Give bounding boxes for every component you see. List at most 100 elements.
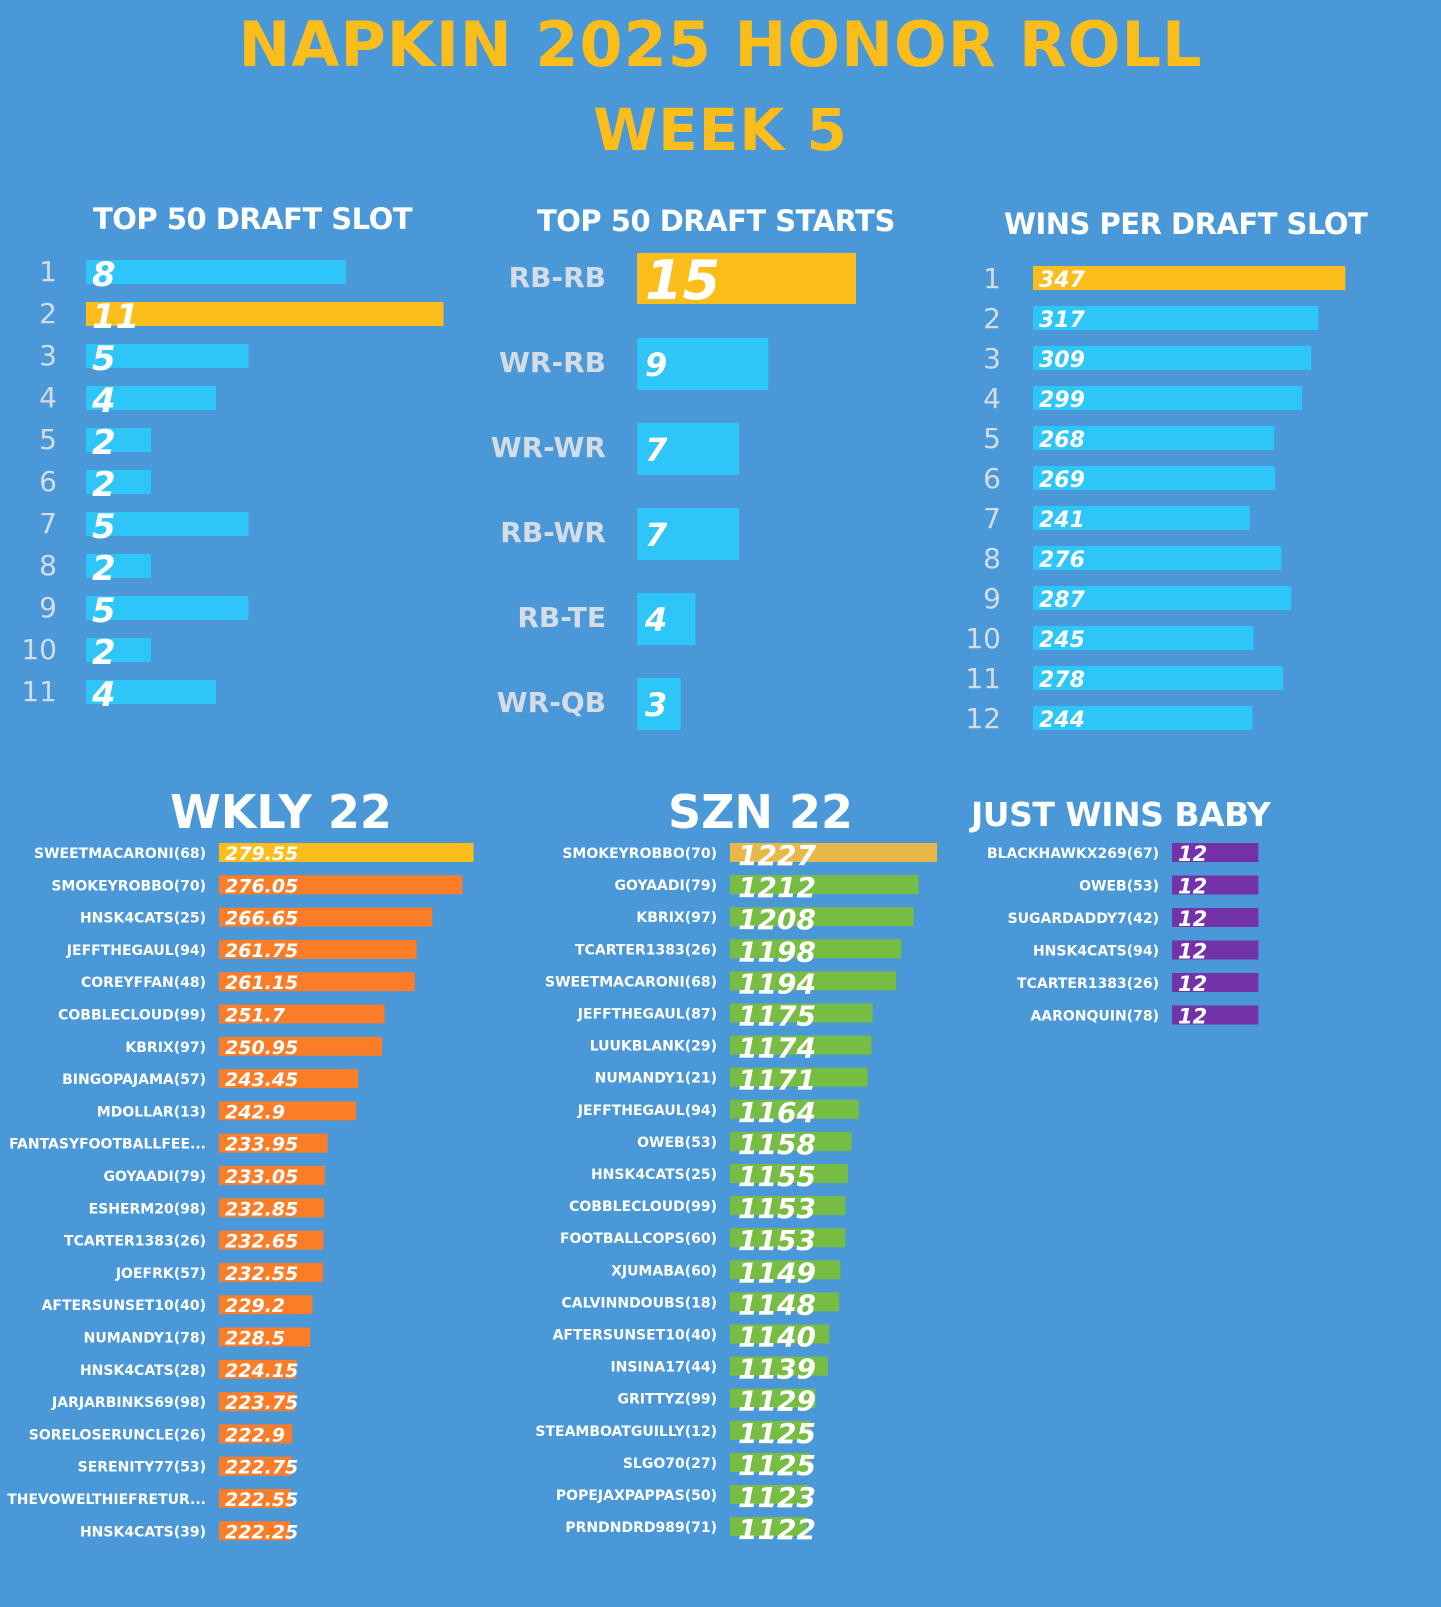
szn-score-value: 1194 bbox=[738, 967, 816, 1000]
wins-count-bar bbox=[1172, 940, 1259, 960]
draft-slot-label: 2 bbox=[39, 297, 57, 330]
szn-score-bar bbox=[730, 1067, 868, 1087]
wkly-score-bar bbox=[219, 1133, 328, 1153]
draft-starts-label: RB-RB bbox=[509, 261, 606, 294]
draft-slot-value: 2 bbox=[92, 423, 116, 463]
draft-starts-label: RB-TE bbox=[517, 601, 606, 634]
wins-slot-bar bbox=[1033, 666, 1284, 690]
szn-team-name: OWEB(53) bbox=[637, 1135, 717, 1151]
draft-slot-label: 9 bbox=[39, 591, 57, 624]
wkly-score-bar bbox=[219, 1424, 293, 1444]
draft-slot-value: 2 bbox=[92, 633, 116, 673]
szn-score-value: 1227 bbox=[738, 839, 816, 872]
szn-score-value: 1153 bbox=[738, 1224, 816, 1257]
wkly-score-value: 233.05 bbox=[225, 1166, 298, 1188]
szn-score-bar bbox=[730, 939, 902, 959]
szn-score-bar bbox=[730, 1099, 859, 1119]
wkly-team-name: SERENITY77(53) bbox=[78, 1460, 206, 1476]
draft-slot-bar bbox=[86, 344, 249, 368]
wins-count-value: 12 bbox=[1178, 1005, 1207, 1029]
wkly-score-bar bbox=[219, 1295, 313, 1315]
wkly-team-name: ESHERM20(98) bbox=[89, 1201, 206, 1217]
szn-score-bar bbox=[730, 1035, 872, 1055]
szn-team-name: STEAMBOATGUILLY(12) bbox=[535, 1424, 717, 1440]
wkly-score-value: 266.65 bbox=[225, 908, 298, 930]
szn-score-bar bbox=[730, 1260, 841, 1280]
wkly-score-value: 276.05 bbox=[225, 875, 298, 897]
wkly-team-name: NUMANDY1(78) bbox=[84, 1331, 206, 1347]
draft-starts-value: 7 bbox=[645, 431, 668, 469]
wkly-score-bar bbox=[219, 1036, 383, 1056]
wins-slot-label: 11 bbox=[965, 662, 1001, 695]
draft-starts-label: RB-WR bbox=[500, 516, 606, 549]
szn-score-value: 1148 bbox=[738, 1288, 816, 1321]
wins-slot-value: 309 bbox=[1039, 348, 1085, 373]
szn-team-name: SWEETMACARONI(68) bbox=[545, 974, 717, 990]
draft-slot-label: 10 bbox=[21, 633, 57, 666]
wkly-team-name: HNSK4CATS(25) bbox=[80, 911, 206, 927]
wkly-score-value: 223.75 bbox=[225, 1392, 298, 1414]
szn-team-name: COBBLECLOUD(99) bbox=[569, 1199, 717, 1215]
wins-slot-bar bbox=[1033, 386, 1303, 410]
wkly-score-value: 222.25 bbox=[225, 1521, 298, 1543]
szn-score-bar bbox=[730, 843, 938, 862]
wkly-score-bar bbox=[219, 1489, 292, 1508]
szn-score-bar bbox=[730, 1356, 828, 1376]
wins-slot-bar bbox=[1033, 626, 1254, 650]
draft-slot-bar bbox=[86, 512, 249, 536]
szn-team-name: AFTERSUNSET10(40) bbox=[553, 1328, 717, 1344]
wins-slot-bar bbox=[1033, 706, 1253, 730]
wins-slot-label: 5 bbox=[983, 422, 1001, 455]
wkly-team-name: BINGOPAJAMA(57) bbox=[62, 1072, 206, 1088]
draft-slot-value: 11 bbox=[92, 297, 139, 337]
draft-slot-value: 5 bbox=[92, 339, 116, 379]
szn-team-name: XJUMABA(60) bbox=[611, 1263, 717, 1279]
draft-slot-bar bbox=[86, 638, 151, 662]
szn-score-bar bbox=[730, 1164, 848, 1183]
szn-score-bar bbox=[730, 1452, 811, 1472]
szn-score-value: 1198 bbox=[738, 935, 816, 968]
wkly-score-bar bbox=[219, 1456, 292, 1476]
draft-starts-label: WR-QB bbox=[497, 686, 606, 719]
wins-slot-label: 10 bbox=[965, 622, 1001, 655]
draft-slot-label: 5 bbox=[39, 423, 57, 456]
wkly-score-value: 232.65 bbox=[225, 1231, 298, 1253]
wins-team-name: HNSK4CATS(94) bbox=[1033, 944, 1159, 960]
wkly-score-value: 250.95 bbox=[225, 1037, 298, 1059]
draft-starts-label: WR-WR bbox=[491, 431, 606, 464]
wkly-team-name: GOYAADI(79) bbox=[104, 1169, 206, 1185]
szn-score-value: 1123 bbox=[738, 1481, 816, 1514]
szn-score-value: 1125 bbox=[738, 1449, 816, 1482]
szn-score-value: 1129 bbox=[738, 1385, 816, 1418]
wkly-score-bar bbox=[219, 1198, 325, 1218]
szn-score-bar bbox=[730, 1420, 811, 1440]
wins-count-bar bbox=[1172, 1005, 1259, 1025]
wins-slot-bar bbox=[1033, 426, 1275, 450]
wins-slot-value: 287 bbox=[1039, 588, 1086, 613]
wins-team-name: BLACKHAWKX269(67) bbox=[987, 846, 1159, 862]
wkly-score-value: 233.95 bbox=[225, 1134, 298, 1156]
wins-slot-label: 8 bbox=[983, 542, 1001, 575]
wkly-score-bar bbox=[219, 907, 433, 927]
wkly-score-bar bbox=[219, 972, 415, 992]
wkly-team-name: THEVOWELTHIEFRETUR... bbox=[7, 1492, 206, 1508]
wins-slot-bar bbox=[1033, 506, 1250, 530]
szn-score-bar bbox=[730, 971, 897, 991]
wkly-team-name: COREYFFAN(48) bbox=[81, 975, 206, 991]
draft-slot-label: 7 bbox=[39, 507, 57, 540]
szn-score-bar bbox=[730, 1324, 830, 1344]
wins-count-bar bbox=[1172, 973, 1259, 992]
wins-slot-value: 244 bbox=[1039, 708, 1085, 733]
szn-team-name: PRNDNDRD989(71) bbox=[565, 1520, 717, 1536]
wins-count-bar bbox=[1172, 843, 1259, 862]
draft-slot-bar bbox=[86, 302, 444, 326]
szn-score-bar bbox=[730, 1228, 846, 1248]
wkly-team-name: JEFFTHEGAUL(94) bbox=[66, 943, 206, 959]
wkly-team-name: FANTASYFOOTBALLFEE... bbox=[9, 1137, 206, 1153]
wins-team-name: SUGARDADDY7(42) bbox=[1008, 911, 1159, 927]
draft-slot-bar bbox=[86, 428, 151, 452]
szn-score-value: 1164 bbox=[738, 1096, 816, 1129]
wkly-team-name: JOEFRK(57) bbox=[115, 1266, 206, 1282]
draft-starts-value: 4 bbox=[644, 601, 667, 639]
wins-count-bar bbox=[1172, 875, 1259, 895]
